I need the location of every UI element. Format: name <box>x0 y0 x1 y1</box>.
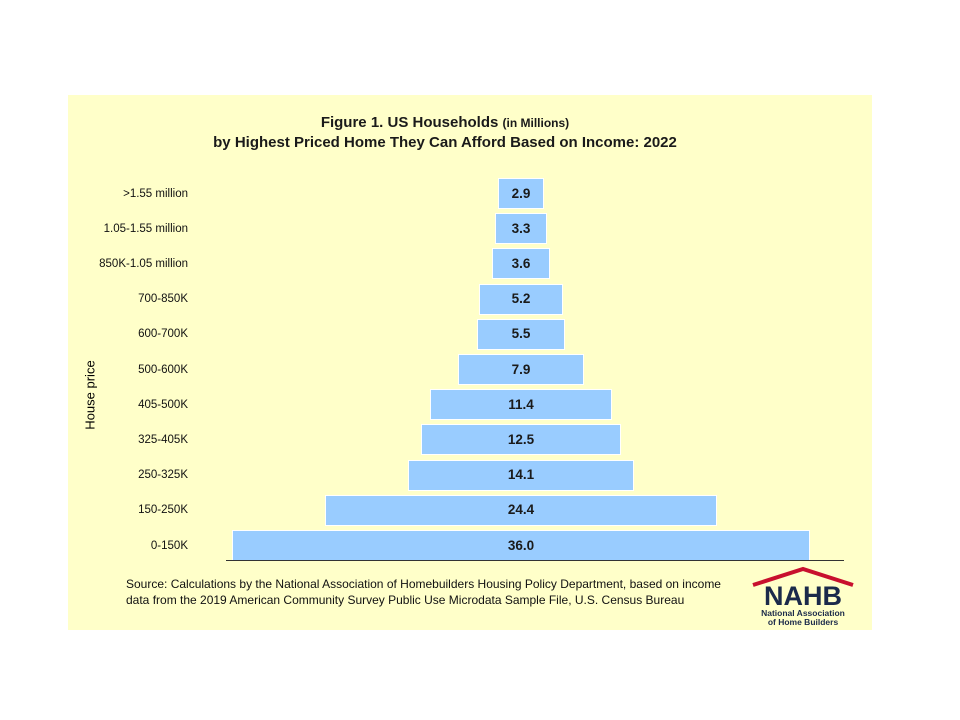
value-label: 3.6 <box>511 255 531 271</box>
bar <box>420 424 622 456</box>
category-label: 250-325K <box>138 469 188 482</box>
bar <box>476 318 566 350</box>
logo-org-line2: of Home Builders <box>767 617 839 627</box>
bar <box>457 354 585 385</box>
nahb-logo: NAHB National Association of Home Builde… <box>751 565 861 627</box>
bar <box>479 283 563 315</box>
bar <box>494 213 548 245</box>
chart-title: Figure 1. US Households (in Millions) by… <box>68 113 822 153</box>
value-label: 3.3 <box>511 220 531 236</box>
category-label: 850K-1.05 million <box>99 257 188 270</box>
category-label: 600-700K <box>138 328 188 341</box>
category-label: 700-850K <box>138 293 188 306</box>
chart-title-unit: (in Millions) <box>502 116 570 130</box>
house-logo-icon: NAHB <box>752 566 854 611</box>
value-label: 14.1 <box>507 467 535 483</box>
source-note: Source: Calculations by the National Ass… <box>126 577 721 607</box>
category-label: >1.55 million <box>123 187 188 200</box>
category-label: 500-600K <box>138 363 188 376</box>
bar <box>429 389 613 421</box>
value-label: 7.9 <box>511 361 531 377</box>
value-label: 5.2 <box>511 291 531 307</box>
chart-panel: Figure 1. US Households (in Millions) by… <box>68 95 872 630</box>
value-label: 24.4 <box>507 502 535 518</box>
bar <box>325 494 717 526</box>
bar <box>492 248 550 280</box>
chart-title-main: Figure 1. US Households <box>320 114 499 131</box>
svg-text:NAHB: NAHB <box>764 581 842 609</box>
category-label: 1.05-1.55 million <box>103 222 188 235</box>
logo-org-line1: National Association <box>761 608 845 618</box>
category-label: 405-500K <box>138 398 188 411</box>
value-label: 12.5 <box>507 431 535 447</box>
value-label: 36.0 <box>507 537 535 553</box>
category-label: 0-150K <box>150 539 188 552</box>
bar <box>407 459 635 491</box>
value-label: 2.9 <box>511 185 531 201</box>
category-label: 325-405K <box>138 433 188 446</box>
bar <box>497 178 545 209</box>
chart-subtitle: by Highest Priced Home They Can Afford B… <box>213 134 677 151</box>
plot-area: >1.55 million 2.9 1.05-1.55 million 3.3 850K… <box>68 95 872 630</box>
category-label: 150-250K <box>138 504 188 517</box>
x-axis-line <box>226 560 844 561</box>
value-label: 5.5 <box>511 326 531 342</box>
value-label: 11.4 <box>508 396 534 412</box>
